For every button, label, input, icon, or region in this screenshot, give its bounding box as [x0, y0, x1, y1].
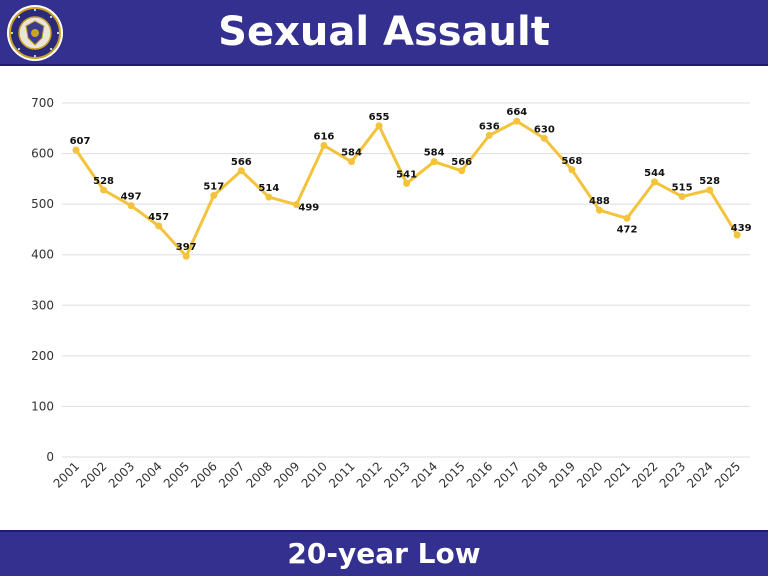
x-tick-label: 2016 [464, 459, 495, 490]
x-tick-label: 2017 [491, 459, 522, 490]
x-tick-label: 2001 [51, 459, 82, 490]
x-tick-label: 2006 [188, 459, 219, 490]
data-label: 584 [424, 148, 445, 159]
data-point [292, 201, 300, 209]
y-tick-label: 300 [31, 298, 54, 312]
x-tick-label: 2022 [629, 459, 660, 490]
data-point [568, 166, 576, 174]
x-tick-label: 2021 [602, 459, 633, 490]
y-tick-label: 0 [46, 450, 54, 464]
data-point [733, 231, 741, 239]
x-tick-label: 2023 [657, 459, 688, 490]
x-axis-ticks: 2001200220032004200520062007200820092010… [51, 459, 744, 490]
data-label: 439 [731, 223, 752, 234]
data-point [651, 178, 659, 186]
footer-caption: 20-year Low [287, 537, 481, 570]
data-point [348, 158, 355, 166]
chart-series [72, 117, 741, 260]
data-label: 514 [258, 183, 279, 194]
x-tick-label: 2004 [133, 459, 164, 490]
data-label: 568 [561, 156, 582, 167]
data-label: 607 [70, 136, 91, 147]
data-point [265, 193, 273, 201]
data-point [210, 192, 218, 200]
data-label: 664 [506, 107, 527, 118]
data-label: 515 [672, 183, 693, 194]
data-label: 636 [479, 121, 500, 132]
y-tick-label: 100 [31, 399, 54, 413]
x-tick-label: 2009 [271, 459, 302, 490]
x-tick-label: 2015 [436, 459, 467, 490]
data-label: 528 [93, 176, 114, 187]
data-point [540, 134, 548, 142]
data-point [513, 117, 521, 125]
x-tick-label: 2024 [684, 459, 715, 490]
data-point [127, 202, 135, 210]
data-label: 497 [121, 192, 142, 203]
data-point [155, 222, 163, 230]
data-point [595, 206, 603, 214]
data-labels: 607 528 497 457 397 517 566 514 499 616 584 655 541 5… [70, 107, 752, 253]
x-tick-label: 2013 [381, 459, 412, 490]
x-tick-label: 2003 [106, 459, 137, 490]
data-label: 488 [589, 196, 610, 207]
x-tick-label: 2008 [243, 459, 274, 490]
x-tick-label: 2020 [574, 459, 605, 490]
data-point [485, 131, 493, 139]
data-label: 616 [314, 131, 335, 142]
data-point [430, 158, 438, 166]
data-point [72, 146, 80, 154]
x-tick-label: 2025 [712, 459, 743, 490]
y-tick-label: 400 [31, 248, 54, 262]
police-seal-icon [7, 5, 63, 61]
data-label: 584 [341, 148, 362, 159]
data-point [100, 186, 108, 194]
data-point [182, 252, 190, 260]
header-banner: Sexual Assault [0, 0, 768, 66]
data-label: 566 [231, 157, 252, 168]
data-label: 544 [644, 168, 665, 179]
x-tick-label: 2014 [409, 459, 440, 490]
x-tick-label: 2005 [161, 459, 192, 490]
chart-gridlines [62, 102, 750, 458]
data-label: 566 [451, 157, 472, 168]
data-label: 517 [203, 182, 224, 193]
data-point [678, 193, 686, 201]
data-label: 655 [369, 112, 390, 123]
page-title: Sexual Assault [218, 9, 550, 55]
data-point [706, 186, 714, 194]
data-point [237, 167, 245, 175]
data-label: 397 [176, 242, 197, 253]
x-tick-label: 2019 [547, 459, 578, 490]
x-tick-label: 2010 [299, 459, 330, 490]
data-label: 541 [396, 169, 417, 180]
y-tick-label: 700 [31, 96, 54, 110]
footer-banner: 20-year Low [0, 530, 768, 576]
y-tick-label: 500 [31, 197, 54, 211]
data-label: 472 [617, 224, 638, 235]
data-label: 528 [699, 176, 720, 187]
series-line [74, 119, 739, 258]
data-point [320, 141, 328, 149]
x-tick-label: 2012 [354, 459, 385, 490]
data-label: 499 [298, 203, 319, 214]
x-tick-label: 2002 [78, 459, 109, 490]
data-point [623, 214, 631, 222]
data-label: 630 [534, 124, 555, 135]
x-tick-label: 2018 [519, 459, 550, 490]
data-point [458, 167, 466, 175]
x-tick-label: 2007 [216, 459, 247, 490]
data-point [375, 122, 383, 130]
data-point [403, 179, 411, 187]
x-tick-label: 2011 [326, 459, 357, 490]
y-tick-label: 600 [31, 147, 54, 161]
y-tick-label: 200 [31, 349, 54, 363]
y-axis-ticks: 0 100 200 300 400 500 600 700 [31, 96, 54, 464]
data-label: 457 [148, 212, 169, 223]
